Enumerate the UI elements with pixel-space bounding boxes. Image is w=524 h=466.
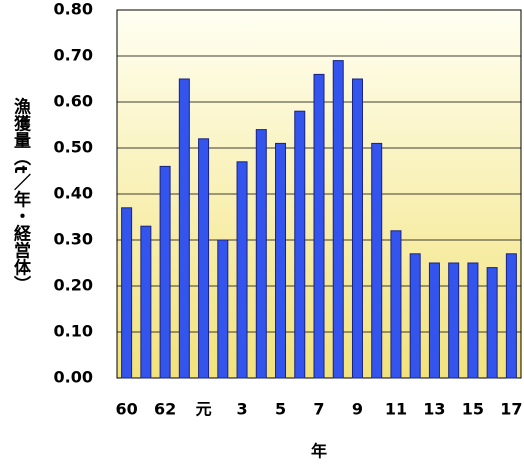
y-tick-label: 0.30 — [54, 230, 93, 249]
y-tick-label: 0.20 — [54, 276, 93, 295]
bar — [486, 267, 498, 379]
bar — [332, 60, 344, 379]
bar — [217, 239, 229, 379]
x-tick-label: 15 — [462, 400, 484, 419]
x-tick-label: 13 — [423, 400, 445, 419]
y-tick-label: 0.50 — [54, 138, 93, 157]
bar — [467, 262, 479, 379]
y-tick-label: 0.00 — [54, 368, 93, 387]
bar — [275, 142, 287, 379]
x-tick-label: 11 — [385, 400, 407, 419]
x-tick-label: 17 — [500, 400, 522, 419]
bar — [505, 253, 517, 379]
bar — [178, 78, 190, 379]
bar — [313, 73, 325, 379]
bar — [390, 230, 402, 379]
bar — [409, 253, 421, 379]
x-tick-label: 3 — [236, 400, 247, 419]
y-tick-label: 0.10 — [54, 322, 93, 341]
y-tick-label: 0.80 — [54, 0, 93, 19]
y-axis-title: 漁獲量（t／年・経営体） — [10, 96, 31, 292]
y-tick-label: 0.70 — [54, 46, 93, 65]
x-tick-label: 7 — [313, 400, 324, 419]
y-tick-label: 0.40 — [54, 184, 93, 203]
bar — [255, 129, 267, 379]
y-tick-label: 0.60 — [54, 92, 93, 111]
bar — [121, 207, 133, 379]
bar — [371, 142, 383, 379]
bar — [236, 161, 248, 379]
bar — [428, 262, 440, 379]
bar — [351, 78, 363, 379]
x-tick-label: 60 — [115, 400, 137, 419]
bar — [294, 110, 306, 379]
bar — [198, 138, 210, 379]
bar — [448, 262, 460, 379]
bar — [159, 165, 171, 379]
x-axis-title: 年 — [311, 442, 327, 461]
x-tick-label: 9 — [352, 400, 363, 419]
bar — [140, 225, 152, 379]
x-tick-label: 5 — [275, 400, 286, 419]
x-tick-label: 62 — [154, 400, 176, 419]
x-tick-label: 元 — [196, 400, 212, 419]
